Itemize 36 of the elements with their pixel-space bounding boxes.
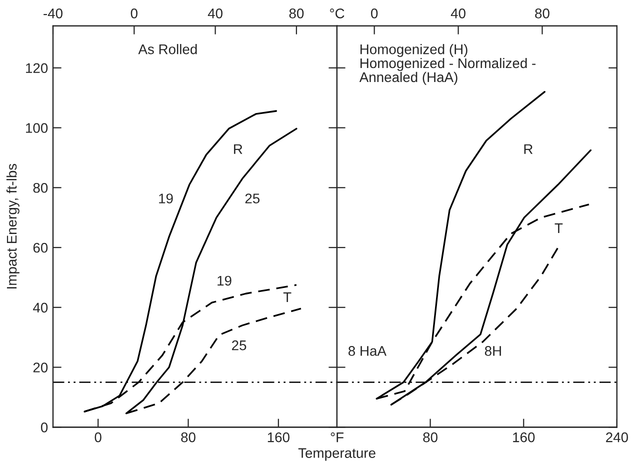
annotation: T (554, 223, 563, 233)
annotation: 19 (159, 194, 173, 204)
y-tick-label: 60 (33, 242, 48, 253)
y-axis-title: Impact Energy, ft-lbs (6, 164, 20, 288)
y-tick-label: 40 (33, 302, 48, 313)
x2-tick-label: 0 (371, 8, 378, 18)
y-tick-label: 120 (26, 63, 48, 74)
x-tick-label: 240 (606, 432, 628, 442)
annotation: R (524, 144, 533, 154)
y-tick-label: 100 (26, 123, 48, 133)
x2-tick-label: 40 (450, 8, 466, 18)
y-tick-label: 80 (33, 182, 48, 193)
x-axis-title: Temperature (298, 448, 376, 461)
x2-tick-label: 0 (130, 8, 138, 18)
annotation: 8 HaA (348, 346, 386, 356)
x-tick-label: 160 (268, 432, 290, 442)
annotation: 19 (218, 276, 232, 286)
x-tick-label: 160 (513, 432, 535, 442)
y-tick-label: 20 (33, 362, 48, 372)
annotation: R (234, 144, 242, 154)
x2-tick-label: °C (330, 8, 344, 18)
x2-tick-label: 80 (289, 8, 304, 18)
y-tick-label: 0 (40, 422, 48, 432)
annotation: As Rolled (138, 44, 197, 54)
annotation: Homogenized (H) Homogenized - Normalized - Annealed (HaA) (359, 44, 536, 85)
annotation: 8H (484, 346, 501, 356)
x-tick-label: 80 (423, 432, 438, 442)
x2-tick-label: 40 (208, 8, 222, 18)
annotation: 25 (232, 340, 246, 350)
x-tick-label: 80 (181, 432, 196, 442)
x-tick-label: 0 (94, 432, 102, 442)
x-tick-label: °F (330, 432, 344, 442)
annotation: 25 (245, 194, 260, 204)
x2-tick-label: -40 (44, 8, 62, 18)
annotation: T (283, 292, 292, 302)
x2-tick-label: 80 (535, 8, 550, 18)
